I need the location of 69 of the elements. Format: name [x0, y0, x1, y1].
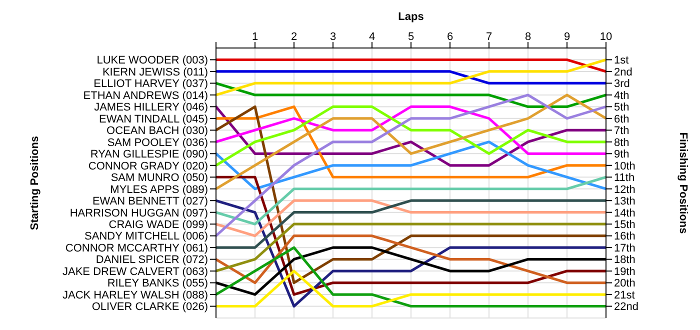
x-tick-label: 3: [330, 31, 336, 43]
line-series: [216, 105, 606, 155]
text: ETHAN ANDREWS (014): [83, 90, 208, 102]
text: CRAIG WADE (099): [108, 218, 208, 231]
y2-tick-label: 22nd: [614, 301, 638, 314]
line-series: [216, 234, 606, 284]
line-series: [216, 246, 606, 308]
y2-tick-label: 13th: [614, 196, 636, 208]
y2-tick-label: 9th: [614, 148, 630, 161]
y2-tick-label: 2nd: [614, 66, 632, 78]
text: KIERN JEWISS (011): [102, 66, 208, 78]
line-series: [216, 199, 606, 238]
text: CONNOR GRADY (020): [88, 160, 208, 172]
text: JAKE DREW CALVERT (063): [62, 266, 208, 278]
y2-tick-label: 20th: [614, 278, 636, 290]
text: EWAN TINDALL (045): [98, 113, 208, 126]
y2-tick-label: 16th: [614, 230, 636, 243]
text: JAMES HILLERY (046): [94, 102, 208, 114]
text: EWAN BENNETT (027): [92, 196, 208, 208]
text: MYLES APPS (089): [110, 184, 208, 196]
x-tick-label: 1: [252, 31, 258, 43]
y2-tick-label: 12th: [614, 184, 636, 196]
y2-axis-title: Finishing Positions: [677, 132, 690, 234]
y2-tick-label: 4th: [614, 90, 630, 102]
x-tick-label: 7: [486, 31, 492, 43]
y2-tick-label: 7th: [614, 125, 630, 138]
line-series: [216, 105, 606, 178]
line-series: [216, 94, 606, 238]
x-axis-title: Laps: [398, 10, 424, 23]
text: RILEY BANKS (055): [107, 278, 208, 290]
y2-tick-label: 6th: [614, 113, 630, 126]
y2-tick-label: 18th: [614, 254, 636, 266]
y2-tick-label: 5th: [614, 102, 630, 114]
line-series: [216, 94, 606, 190]
line-series: [216, 199, 606, 308]
text: DANIEL SPICER (072): [96, 254, 208, 266]
x-tick-label: 6: [446, 31, 454, 43]
line-series: [216, 140, 606, 190]
x-tick-label: 8: [524, 31, 532, 43]
y2-tick-label: 21st: [614, 289, 635, 302]
x-tick-label: 9: [564, 31, 570, 43]
text: OCEAN BACH (030): [106, 125, 208, 138]
text: SAM POOLEY (036): [107, 136, 208, 149]
y2-tick-label: 8th: [614, 136, 630, 149]
line-series: [216, 105, 606, 284]
y2-tick-label: 3rd: [614, 78, 630, 90]
y2-tick-label: 10th: [614, 160, 636, 172]
y2-tick-label: 19th: [614, 266, 636, 278]
text: JACK HARLEY WALSH (088): [62, 289, 208, 302]
text: OLIVER CLARKE (026): [92, 301, 208, 314]
text: SANDY MITCHELL (006): [84, 230, 208, 243]
text: SAM MUNRO (050): [110, 172, 208, 184]
y2-tick-label: 11th: [614, 172, 635, 184]
text: ELLIOT HARVEY (037): [94, 78, 208, 90]
x-tick-label: 2: [290, 31, 298, 43]
text: LUKE WOODER (003): [96, 54, 208, 67]
x-tick-label: 5: [408, 31, 414, 43]
text: RYAN GILLESPIE (090): [90, 148, 208, 161]
text: Starting Positions: [28, 136, 41, 230]
x-tick-label: 10: [600, 31, 612, 43]
y2-tick-label: 14th: [614, 207, 636, 220]
y2-tick-label: 17th: [614, 242, 636, 254]
y2-tick-label: 1st: [614, 54, 629, 67]
line-series: [216, 58, 606, 96]
text: CONNOR MCCARTHY (061): [65, 242, 208, 254]
y2-tick-label: 15th: [614, 218, 636, 231]
text: HARRISON HUGGAN (097): [70, 207, 208, 220]
line-series: [216, 176, 606, 226]
x-tick-label: 4: [368, 31, 376, 43]
